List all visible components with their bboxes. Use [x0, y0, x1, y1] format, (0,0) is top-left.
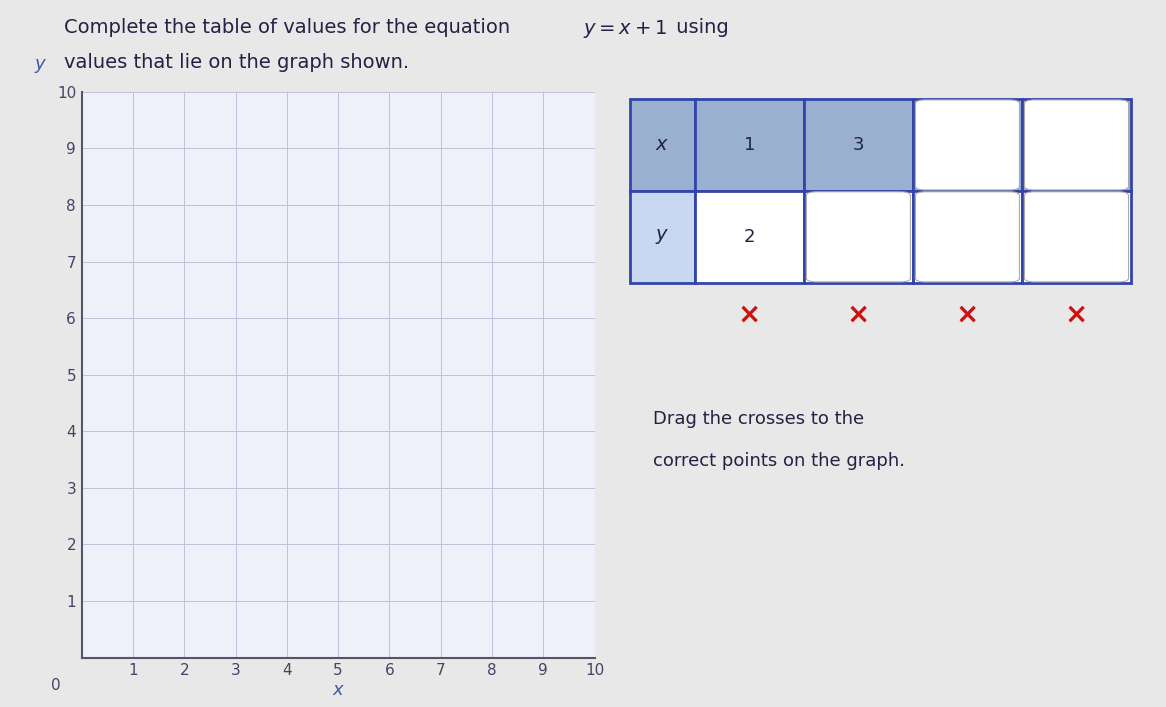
Bar: [803, 99, 913, 191]
Bar: [695, 191, 803, 283]
FancyBboxPatch shape: [1025, 100, 1129, 190]
Text: values that lie on the graph shown.: values that lie on the graph shown.: [64, 53, 409, 72]
Text: ×: ×: [847, 300, 870, 329]
Text: ×: ×: [1065, 300, 1088, 329]
FancyBboxPatch shape: [915, 192, 1019, 282]
Text: Drag the crosses to the: Drag the crosses to the: [653, 410, 864, 428]
Bar: [913, 99, 1021, 191]
Text: $y$: $y$: [34, 57, 48, 75]
X-axis label: $x$: $x$: [331, 681, 345, 699]
Bar: [913, 191, 1021, 283]
FancyBboxPatch shape: [1025, 192, 1129, 282]
Text: 2: 2: [744, 228, 756, 246]
Text: 0: 0: [51, 678, 61, 694]
Bar: [803, 191, 913, 283]
Text: $x$: $x$: [655, 136, 669, 154]
Text: using: using: [670, 18, 729, 37]
Text: correct points on the graph.: correct points on the graph.: [653, 452, 905, 470]
Bar: [1021, 191, 1131, 283]
Text: $y$: $y$: [655, 228, 669, 246]
Bar: [1021, 99, 1131, 191]
Text: 3: 3: [852, 136, 864, 154]
Text: $y = x + 1$: $y = x + 1$: [583, 18, 667, 40]
Bar: [630, 99, 695, 191]
Text: Complete the table of values for the equation: Complete the table of values for the equ…: [64, 18, 517, 37]
Bar: [630, 191, 695, 283]
Text: ×: ×: [738, 300, 761, 329]
Text: 1: 1: [744, 136, 756, 154]
Bar: [695, 99, 803, 191]
FancyBboxPatch shape: [915, 100, 1019, 190]
FancyBboxPatch shape: [807, 192, 911, 282]
Text: ×: ×: [956, 300, 979, 329]
